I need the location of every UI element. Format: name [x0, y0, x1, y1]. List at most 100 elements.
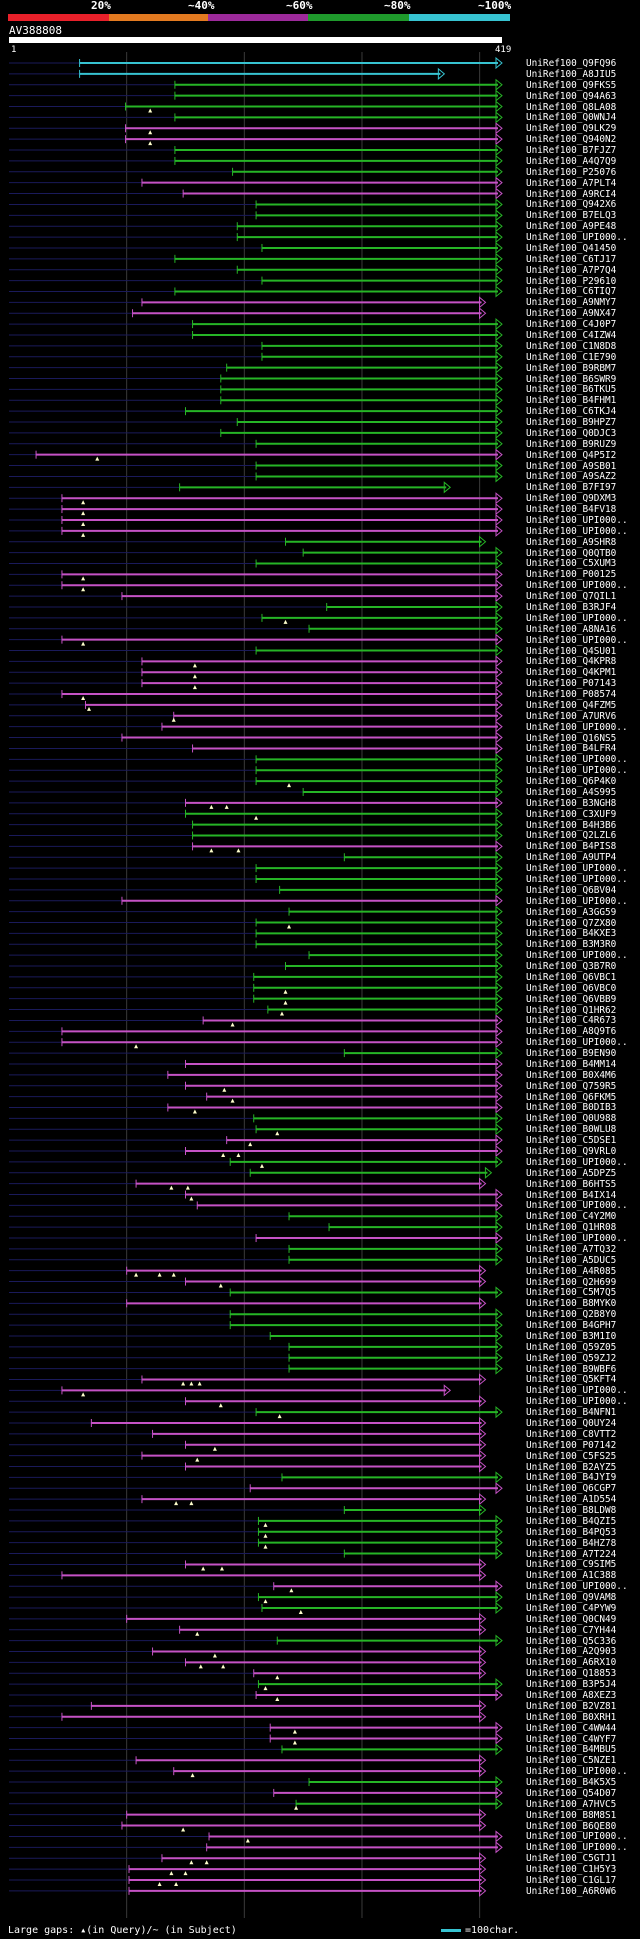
hit-label[interactable]: UniRef100_B4HZ78	[526, 1537, 617, 1549]
hit-label[interactable]: UniRef100_UPI000..	[526, 1233, 628, 1245]
hit-label[interactable]: UniRef100_B8M8S1	[526, 1809, 617, 1821]
hit-row[interactable]	[9, 992, 503, 1005]
hit-row[interactable]	[9, 1188, 503, 1201]
hit-label[interactable]: UniRef100_B3NGH8	[526, 797, 617, 809]
hit-row[interactable]	[9, 731, 503, 744]
hit-label[interactable]: UniRef100_C5DSE1	[526, 1135, 617, 1147]
hit-row[interactable]	[9, 1634, 503, 1647]
hit-row[interactable]	[9, 1547, 503, 1560]
hit-row[interactable]	[9, 1819, 487, 1832]
hit-label[interactable]: UniRef100_Q4FZM5	[526, 699, 617, 711]
hit-row[interactable]	[9, 231, 503, 244]
hit-label[interactable]: UniRef100_A7URV6	[526, 710, 617, 722]
hit-label[interactable]: UniRef100_B3M1I0	[526, 1330, 617, 1342]
hit-label[interactable]: UniRef100_UPI000..	[526, 612, 628, 624]
hit-label[interactable]: UniRef100_C5XUM3	[526, 558, 617, 570]
hit-label[interactable]: UniRef100_Q4KPM1	[526, 667, 617, 679]
hit-row[interactable]	[9, 1242, 503, 1255]
hit-label[interactable]: UniRef100_Q942X6	[526, 199, 617, 211]
hit-row[interactable]	[9, 1221, 503, 1234]
hit-row[interactable]	[9, 1036, 503, 1049]
hit-row[interactable]	[9, 394, 503, 407]
hit-label[interactable]: UniRef100_C8VTT2	[526, 1428, 617, 1440]
hit-label[interactable]: UniRef100_B4LFR4	[526, 743, 617, 755]
hit-label[interactable]: UniRef100_B0WLU8	[526, 1124, 617, 1136]
hit-label[interactable]: UniRef100_C4PYW9	[526, 1602, 617, 1614]
hit-label[interactable]: UniRef100_Q6FKM5	[526, 1091, 617, 1103]
hit-row[interactable]	[9, 698, 503, 711]
hit-label[interactable]: UniRef100_A4R085	[526, 1265, 617, 1277]
hit-row[interactable]	[9, 154, 503, 167]
hit-label[interactable]: UniRef100_B2VZ81	[526, 1700, 617, 1712]
hit-label[interactable]: UniRef100_A4Q7Q9	[526, 155, 617, 167]
hit-row[interactable]	[9, 1112, 503, 1125]
hit-label[interactable]: UniRef100_B4QZI5	[526, 1515, 617, 1527]
hit-row[interactable]	[9, 1612, 487, 1625]
hit-row[interactable]	[9, 829, 503, 842]
hit-label[interactable]: UniRef100_C1GL17	[526, 1874, 617, 1886]
hit-row[interactable]	[9, 1743, 503, 1756]
hit-row[interactable]	[9, 1797, 503, 1810]
hit-row[interactable]	[9, 285, 503, 298]
hit-row[interactable]	[9, 644, 503, 657]
hit-row[interactable]	[9, 753, 503, 766]
hit-label[interactable]: UniRef100_Q1HR08	[526, 1222, 617, 1234]
hit-row[interactable]	[9, 513, 503, 527]
hit-row[interactable]	[9, 1351, 503, 1364]
hit-row[interactable]	[9, 622, 503, 635]
hit-label[interactable]: UniRef100_UPI000..	[526, 765, 628, 777]
hit-label[interactable]: UniRef100_A9NX47	[526, 308, 617, 320]
hit-label[interactable]: UniRef100_UPI000..	[526, 1200, 628, 1212]
hit-row[interactable]	[9, 1025, 503, 1038]
hit-label[interactable]: UniRef100_Q59ZJ2	[526, 1352, 617, 1364]
hit-row[interactable]	[9, 1873, 487, 1887]
hit-row[interactable]	[9, 872, 503, 886]
hit-row[interactable]	[9, 687, 503, 701]
hit-label[interactable]: UniRef100_Q6VBC0	[526, 982, 617, 994]
hit-row[interactable]	[9, 981, 503, 994]
hit-label[interactable]: UniRef100_A7T224	[526, 1548, 617, 1560]
hit-label[interactable]: UniRef100_C1H5Y3	[526, 1864, 617, 1876]
hit-label[interactable]: UniRef100_C4IZW4	[526, 330, 617, 341]
hit-row[interactable]	[9, 1765, 487, 1778]
hit-label[interactable]: UniRef100_B4MBU5	[526, 1744, 617, 1756]
hit-row[interactable]	[9, 1308, 503, 1321]
hit-label[interactable]: UniRef100_Q6BV04	[526, 884, 617, 896]
hit-label[interactable]: UniRef100_B7FI97	[526, 482, 617, 494]
hit-row[interactable]	[9, 1601, 503, 1615]
hit-label[interactable]: UniRef100_UPI000..	[526, 1037, 628, 1049]
hit-row[interactable]	[9, 1808, 487, 1821]
hit-label[interactable]: UniRef100_Q940N2	[526, 134, 617, 146]
hit-label[interactable]: UniRef100_A1D554	[526, 1494, 617, 1506]
hit-label[interactable]: UniRef100_Q0U988	[526, 1113, 617, 1125]
hit-row[interactable]	[9, 481, 452, 494]
hit-label[interactable]: UniRef100_P29610	[526, 275, 617, 287]
hit-label[interactable]: UniRef100_UPI000..	[526, 1396, 628, 1408]
hit-row[interactable]	[9, 611, 503, 624]
hit-label[interactable]: UniRef100_Q9DXM3	[526, 493, 617, 505]
hit-row[interactable]	[9, 1493, 487, 1506]
hit-label[interactable]: UniRef100_B9RUZ9	[526, 438, 617, 450]
hit-label[interactable]: UniRef100_Q2LZL6	[526, 830, 617, 842]
hit-label[interactable]: UniRef100_Q6VBB9	[526, 993, 617, 1005]
hit-row[interactable]	[9, 1863, 487, 1876]
hit-label[interactable]: UniRef100_P00125	[526, 569, 617, 581]
hit-row[interactable]	[9, 1319, 503, 1332]
hit-row[interactable]	[9, 1503, 487, 1517]
hit-row[interactable]	[9, 1841, 503, 1854]
hit-label[interactable]: UniRef100_A1C388	[526, 1570, 617, 1582]
hit-row[interactable]	[9, 1732, 503, 1745]
hit-label[interactable]: UniRef100_C7YH44	[526, 1624, 617, 1636]
hit-row[interactable]	[9, 448, 503, 461]
hit-label[interactable]: UniRef100_A7P7Q4	[526, 264, 617, 276]
hit-row[interactable]	[9, 1329, 503, 1343]
hit-row[interactable]	[9, 220, 503, 233]
hit-row[interactable]	[9, 579, 503, 592]
hit-label[interactable]: UniRef100_Q7ZX80	[526, 917, 617, 929]
hit-row[interactable]	[9, 470, 503, 483]
hit-row[interactable]	[9, 1656, 487, 1669]
hit-label[interactable]: UniRef100_UPI000..	[526, 514, 628, 526]
hit-row[interactable]	[9, 1406, 503, 1419]
hit-row[interactable]	[9, 361, 503, 374]
hit-row[interactable]	[9, 1395, 487, 1408]
